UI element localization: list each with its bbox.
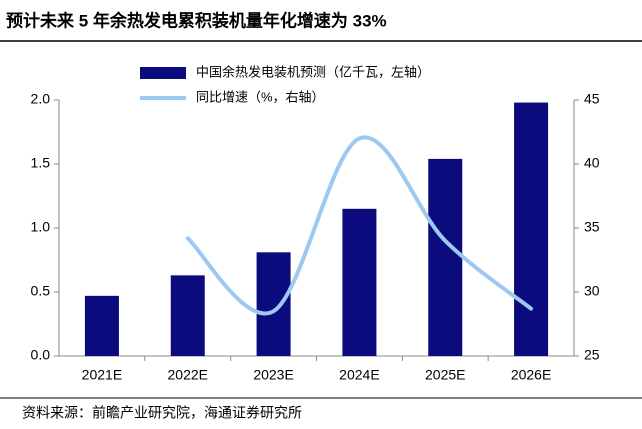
legend-label: 中国余热发电装机预测（亿千瓦，左轴） xyxy=(196,64,430,79)
y-tick-label: 1.0 xyxy=(31,219,51,235)
y2-tick-label: 45 xyxy=(584,91,600,107)
chart-title: 预计未来 5 年余热发电累积装机量年化增速为 33% xyxy=(6,10,387,30)
y-tick-label: 0.0 xyxy=(31,347,51,363)
bar xyxy=(342,208,377,356)
bar xyxy=(256,252,291,356)
bar xyxy=(514,102,549,356)
y2-tick-label: 30 xyxy=(584,283,600,299)
y-tick-label: 0.5 xyxy=(31,283,51,299)
x-tick-label: 2024E xyxy=(339,367,379,383)
bar xyxy=(84,295,119,356)
x-tick-label: 2026E xyxy=(511,367,551,383)
legend-label: 同比增速（%，右轴） xyxy=(196,89,325,104)
x-tick-label: 2021E xyxy=(82,367,122,383)
line xyxy=(185,135,534,316)
bar xyxy=(428,158,463,356)
y-tick-label: 1.5 xyxy=(31,155,51,171)
y2-tick-label: 40 xyxy=(584,155,600,171)
x-tick-label: 2025E xyxy=(425,367,465,383)
y2-tick-label: 35 xyxy=(584,219,600,235)
x-tick-label: 2023E xyxy=(253,367,293,383)
x-tick-label: 2022E xyxy=(168,367,208,383)
bar xyxy=(170,275,205,356)
y2-tick-label: 25 xyxy=(584,347,600,363)
source: 资料来源：前瞻产业研究院，海通证券研究所 xyxy=(22,405,302,421)
y-tick-label: 2.0 xyxy=(31,91,51,107)
legend-swatch xyxy=(140,67,186,79)
